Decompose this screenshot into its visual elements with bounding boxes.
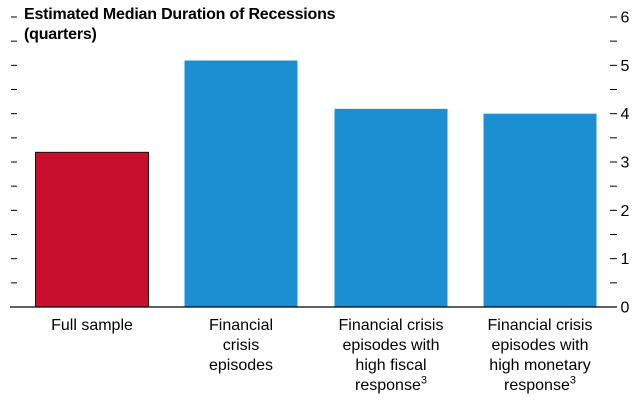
category-label-2: Financial crisis episodes with high fiscal… (316, 316, 466, 396)
y-tick-label: 3 (621, 155, 630, 172)
bar-2 (334, 108, 448, 307)
category-label-line: crisis (222, 337, 260, 354)
category-label-line: response3 (355, 374, 427, 394)
footnote-mark: 3 (569, 374, 576, 387)
category-label-line: episodes with (342, 337, 440, 354)
category-label-3: Financial crisis episodes with high moneta… (465, 316, 615, 396)
bar-0 (35, 151, 149, 308)
category-label-line: Financial (208, 317, 274, 334)
y-tick-label: 4 (621, 106, 630, 123)
category-label-line: episodes with (491, 337, 589, 354)
y-tick-label: 6 (621, 10, 630, 27)
category-label-1: Financial crisis episodes (166, 316, 316, 376)
category-label-line: response3 (504, 374, 576, 394)
y-tick-label: 5 (621, 58, 630, 75)
category-label-line: episodes (208, 357, 274, 374)
bar-1 (184, 60, 298, 307)
y-tick-label: 0 (621, 300, 630, 317)
category-label-line: high monetary (489, 357, 591, 374)
chart-title: Estimated Median Duration of Recessions (24, 6, 336, 23)
y-tick-label: 2 (621, 203, 630, 220)
category-label-0: Full sample (17, 316, 167, 336)
category-label-line: high fiscal (355, 357, 427, 374)
chart-subtitle: (quarters) (24, 26, 97, 43)
y-tick-label: 1 (621, 251, 630, 268)
bar-3 (483, 113, 597, 308)
footnote-mark: 3 (420, 374, 427, 387)
category-label-line: Financial crisis (487, 317, 593, 334)
category-label-line: Financial crisis (338, 317, 444, 334)
category-label-line: Full sample (51, 317, 133, 334)
